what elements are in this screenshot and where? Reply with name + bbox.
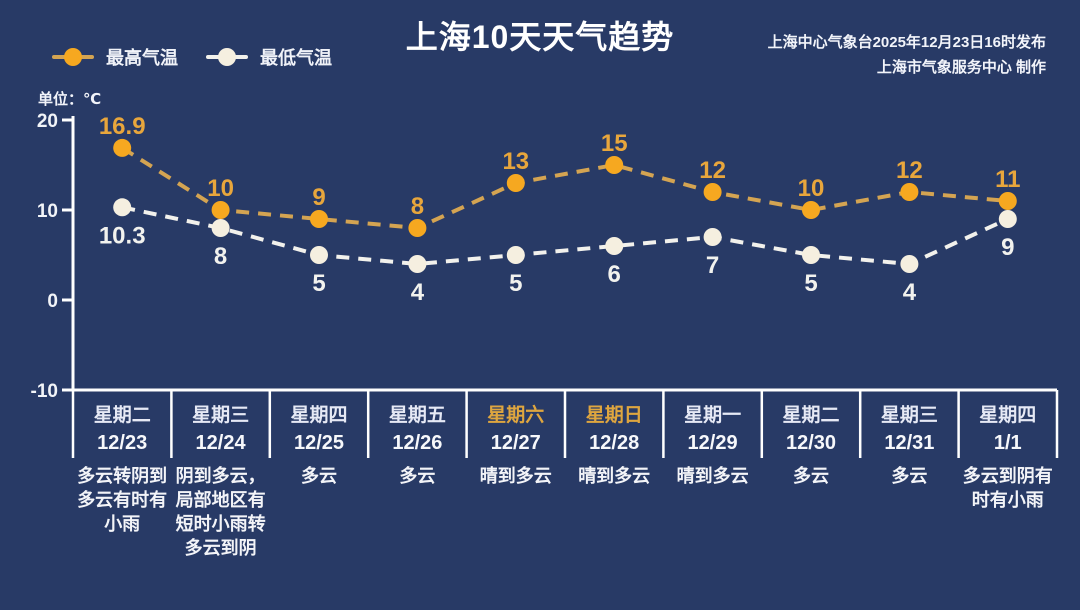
low-temp-point [408, 255, 427, 273]
y-tick-label: 20 [37, 111, 58, 132]
low-temp-point [703, 228, 722, 246]
low-temp-point [310, 246, 328, 264]
low-temp-point [506, 246, 525, 264]
low-temp-value: 4 [903, 279, 917, 306]
low-temp-point [998, 210, 1017, 228]
y-tick-label: -10 [31, 381, 58, 402]
low-temp-point [211, 219, 230, 237]
low-temp-value: 5 [804, 270, 817, 297]
low-temp-dot-icon [218, 48, 236, 66]
low-temp-value: 6 [608, 261, 621, 288]
source-line-1: 上海中心气象台2025年12月23日16时发布 [767, 34, 1046, 51]
source-line-2: 上海市气象服务中心 制作 [876, 59, 1046, 76]
low-temp-value: 5 [509, 270, 522, 297]
page-title: 上海10天天气趋势 [405, 19, 675, 55]
low-temp-line [121, 205, 1009, 267]
high-temp-point [506, 174, 525, 192]
low-temp-point [113, 198, 132, 217]
unit-label: 单位：℃ [38, 91, 102, 108]
y-tick-label: 10 [37, 201, 58, 222]
high-temp-point [113, 138, 132, 157]
high-temp-value: 9 [312, 184, 325, 211]
low-temp-point [605, 237, 624, 255]
high-temp-point [408, 219, 427, 237]
high-temp-value: 10 [207, 175, 234, 202]
legend: 最高气温 最低气温 [52, 44, 332, 70]
high-temp-value: 15 [601, 130, 628, 157]
high-temp-point [703, 183, 722, 201]
y-tick-label: 0 [47, 291, 58, 312]
legend-item-high-temp: 最高气温 [52, 44, 178, 70]
low-temp-value: 7 [706, 252, 719, 279]
high-temp-dot-icon [64, 48, 82, 66]
legend-label-high-temp: 最高气温 [106, 48, 178, 68]
high-temp-point [310, 210, 328, 228]
high-temp-point [211, 201, 230, 219]
legend-label-low-temp: 最低气温 [260, 48, 332, 68]
high-temp-value: 10 [798, 175, 825, 202]
high-temp-point [802, 201, 820, 219]
high-temp-line [121, 146, 1008, 231]
low-temp-value: 9 [1001, 234, 1014, 261]
high-temp-value: 16.9 [99, 113, 146, 140]
high-temp-value: 8 [411, 193, 424, 220]
high-temp-value: 13 [502, 148, 529, 175]
legend-item-low-temp: 最低气温 [206, 44, 332, 70]
low-temp-value: 10.3 [99, 222, 146, 249]
low-temp-value: 8 [214, 243, 227, 270]
high-temp-value: 12 [896, 157, 923, 184]
high-temp-point [998, 192, 1017, 210]
low-temp-value: 4 [411, 279, 425, 306]
high-temp-point [605, 156, 624, 174]
low-temp-point [900, 255, 919, 273]
high-temp-value: 12 [699, 157, 726, 184]
high-temp-line-icon [52, 48, 94, 66]
source-info: 上海中心气象台2025年12月23日16时发布 上海市气象服务中心 制作 [768, 30, 1046, 80]
low-temp-point [802, 246, 820, 264]
high-temp-value: 11 [995, 166, 1020, 193]
low-temp-line-icon [206, 48, 248, 66]
low-temp-value: 5 [312, 270, 325, 297]
high-temp-point [900, 183, 919, 201]
